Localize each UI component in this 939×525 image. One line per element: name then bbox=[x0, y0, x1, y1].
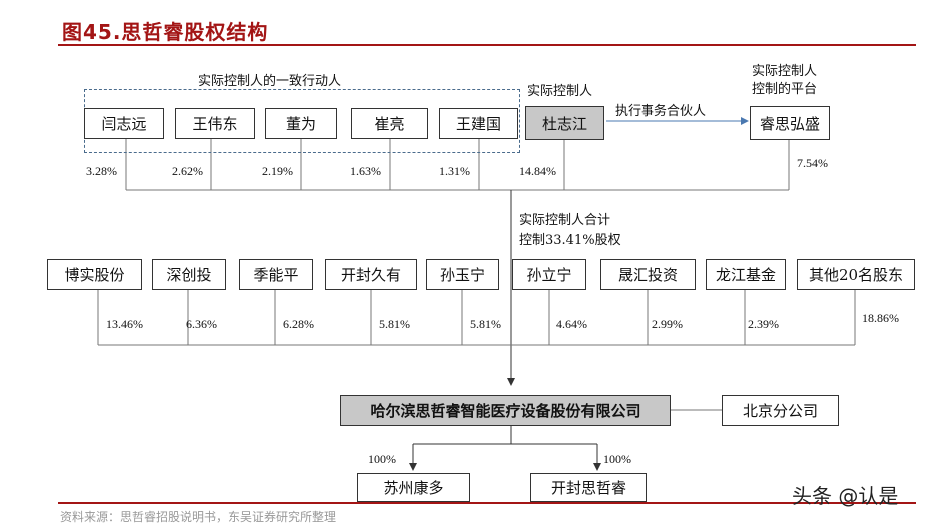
shareholder-kaifeng-jiuyou: 开封久有 bbox=[325, 259, 417, 290]
shareholder-longjiang: 龙江基金 bbox=[706, 259, 786, 290]
pct-kaifeng-jiuyou: 5.81% bbox=[379, 317, 410, 331]
platform-label-line1: 实际控制人 bbox=[752, 64, 818, 79]
concert-group-label: 实际控制人的一致行动人 bbox=[198, 74, 342, 89]
shareholder-boshi: 博实股份 bbox=[47, 259, 142, 290]
shareholder-sun-yuning: 孙玉宁 bbox=[426, 259, 499, 290]
shareholder-others: 其他20名股东 bbox=[797, 259, 915, 290]
source-note: 资料来源：思哲睿招股说明书，东吴证券研究所整理 bbox=[60, 510, 337, 524]
figure-title: 图45.思哲睿股权结构 bbox=[62, 20, 269, 44]
branch-box: 北京分公司 bbox=[722, 395, 839, 426]
shareholder-sun-lining: 孙立宁 bbox=[512, 259, 586, 290]
subsidiary-kaifeng-sizherui: 开封思哲睿 bbox=[530, 473, 647, 502]
pct-dong-wei: 2.19% bbox=[262, 164, 293, 178]
person-dong-wei: 董为 bbox=[265, 108, 337, 139]
pct-du-zhijiang: 14.84% bbox=[519, 164, 556, 178]
controller-label: 实际控制人 bbox=[527, 84, 593, 99]
platform-ruisi-hongsheng: 睿思弘盛 bbox=[750, 106, 830, 140]
pct-boshi: 13.46% bbox=[106, 317, 143, 331]
pct-others: 18.86% bbox=[862, 311, 899, 325]
pct-kaifeng-sizherui: 100% bbox=[603, 452, 631, 466]
pct-ji-nengping: 6.28% bbox=[283, 317, 314, 331]
pct-sun-lining: 4.64% bbox=[556, 317, 587, 331]
pct-yan-zhiyuan: 3.28% bbox=[86, 164, 117, 178]
person-cui-liang: 崔亮 bbox=[351, 108, 428, 139]
shareholder-ji-nengping: 季能平 bbox=[239, 259, 313, 290]
person-wang-jianguo: 王建国 bbox=[439, 108, 518, 139]
total-control-line1: 实际控制人合计 bbox=[519, 213, 611, 228]
pct-shenchuangtou: 6.36% bbox=[186, 317, 217, 331]
company-box: 哈尔滨思哲睿智能医疗设备股份有限公司 bbox=[340, 395, 671, 426]
executive-partner-label: 执行事务合伙人 bbox=[615, 104, 707, 119]
pct-suzhou-kangduo: 100% bbox=[368, 452, 396, 466]
person-yan-zhiyuan: 闫志远 bbox=[84, 108, 164, 139]
shareholder-shenchuangtou: 深创投 bbox=[152, 259, 226, 290]
total-control-line2: 控制33.41%股权 bbox=[519, 233, 621, 248]
pct-sun-yuning: 5.81% bbox=[470, 317, 501, 331]
subsidiary-suzhou-kangduo: 苏州康多 bbox=[357, 473, 470, 502]
shareholder-shenghui: 晟汇投资 bbox=[600, 259, 696, 290]
pct-longjiang: 2.39% bbox=[748, 317, 779, 331]
platform-label-line2: 控制的平台 bbox=[752, 82, 818, 97]
bottom-rule bbox=[58, 502, 916, 504]
pct-wang-weidong: 2.62% bbox=[172, 164, 203, 178]
person-wang-weidong: 王伟东 bbox=[175, 108, 255, 139]
pct-platform: 7.54% bbox=[797, 156, 828, 170]
pct-wang-jianguo: 1.31% bbox=[439, 164, 470, 178]
title-rule bbox=[58, 44, 916, 46]
controller-du-zhijiang: 杜志江 bbox=[525, 106, 604, 140]
pct-shenghui: 2.99% bbox=[652, 317, 683, 331]
watermark: 头条 @认是 bbox=[792, 484, 899, 508]
pct-cui-liang: 1.63% bbox=[350, 164, 381, 178]
